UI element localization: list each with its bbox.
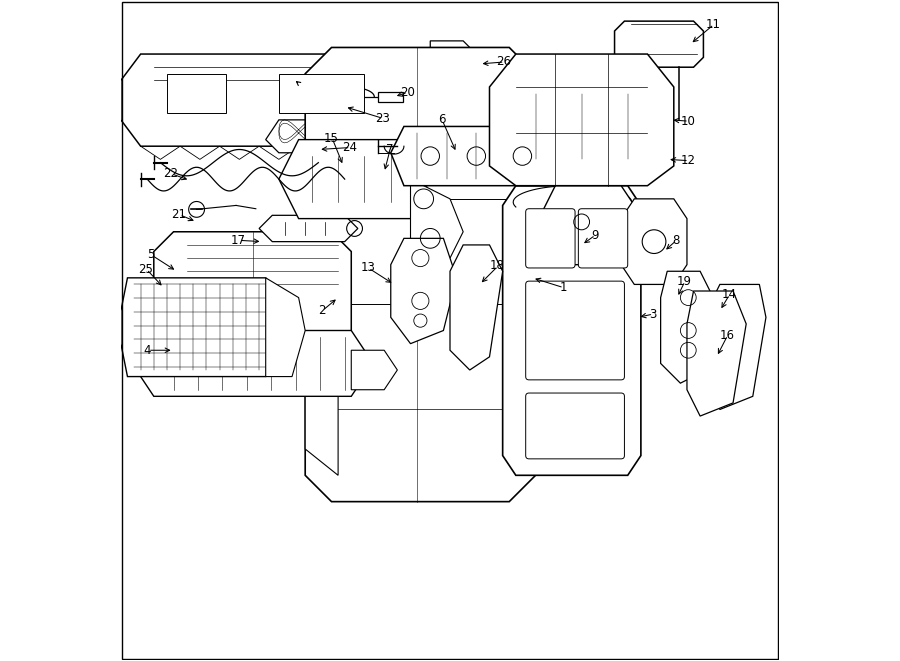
Polygon shape <box>121 278 292 377</box>
Polygon shape <box>615 21 704 67</box>
Text: 3: 3 <box>649 307 656 321</box>
Polygon shape <box>661 271 714 383</box>
Polygon shape <box>259 215 358 242</box>
Text: 9: 9 <box>591 229 599 241</box>
Text: 23: 23 <box>375 112 391 125</box>
Text: 20: 20 <box>400 86 415 98</box>
FancyBboxPatch shape <box>526 281 625 380</box>
Polygon shape <box>391 126 562 186</box>
Polygon shape <box>450 245 503 370</box>
Polygon shape <box>154 232 351 350</box>
Text: 10: 10 <box>680 115 696 128</box>
Text: 15: 15 <box>324 132 339 145</box>
Polygon shape <box>503 186 641 475</box>
Text: 25: 25 <box>139 263 153 276</box>
Polygon shape <box>542 186 634 264</box>
Polygon shape <box>391 239 456 344</box>
Text: 26: 26 <box>497 56 511 69</box>
Polygon shape <box>266 278 305 377</box>
Polygon shape <box>140 330 364 397</box>
Polygon shape <box>121 54 444 146</box>
Text: 5: 5 <box>147 249 154 261</box>
Polygon shape <box>490 54 674 186</box>
Text: 11: 11 <box>706 18 721 31</box>
Text: 19: 19 <box>677 274 692 288</box>
Text: 21: 21 <box>171 208 186 221</box>
Text: 16: 16 <box>720 329 734 342</box>
Polygon shape <box>279 139 430 219</box>
Text: 17: 17 <box>230 234 246 247</box>
Polygon shape <box>430 41 476 74</box>
Text: 6: 6 <box>437 114 446 126</box>
Polygon shape <box>266 120 338 153</box>
Polygon shape <box>687 291 746 416</box>
Text: 14: 14 <box>722 288 736 301</box>
Polygon shape <box>706 284 766 409</box>
Text: 4: 4 <box>143 344 151 357</box>
Text: 12: 12 <box>680 154 696 167</box>
Text: 2: 2 <box>318 304 326 317</box>
Text: 18: 18 <box>490 260 505 272</box>
FancyBboxPatch shape <box>579 209 627 268</box>
Text: 22: 22 <box>164 167 178 180</box>
Polygon shape <box>410 179 464 264</box>
Text: 13: 13 <box>360 262 375 274</box>
Polygon shape <box>621 199 687 284</box>
FancyBboxPatch shape <box>526 209 575 268</box>
Text: 8: 8 <box>672 234 680 247</box>
Text: 24: 24 <box>343 141 357 154</box>
FancyBboxPatch shape <box>526 393 625 459</box>
Bar <box>279 74 364 113</box>
Polygon shape <box>305 186 338 475</box>
Bar <box>167 74 226 113</box>
Bar <box>378 92 402 102</box>
Polygon shape <box>351 350 397 390</box>
Text: 7: 7 <box>386 143 393 156</box>
Text: 1: 1 <box>560 281 567 294</box>
Polygon shape <box>305 48 536 502</box>
